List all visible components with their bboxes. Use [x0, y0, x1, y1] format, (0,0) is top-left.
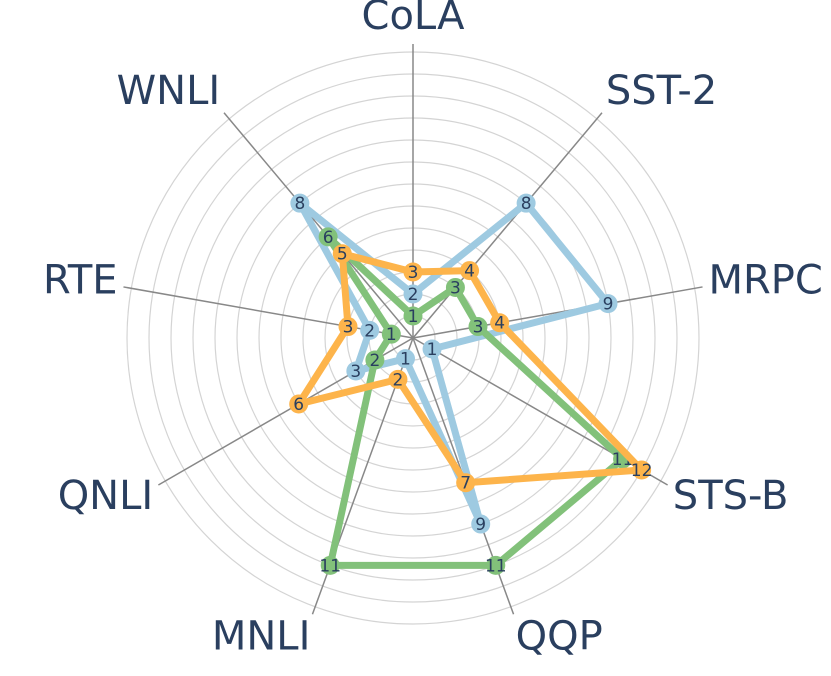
marker [395, 349, 415, 369]
value-label: 9 [475, 515, 486, 535]
value-label: 8 [294, 194, 305, 214]
value-label: 4 [464, 262, 475, 282]
marker [403, 306, 423, 326]
marker [381, 324, 401, 344]
value-label: 2 [364, 321, 375, 341]
axis-label: CoLA [362, 0, 466, 39]
value-label: 5 [337, 245, 348, 265]
marker [471, 514, 491, 534]
value-label: 3 [408, 263, 419, 283]
value-label: 8 [521, 194, 532, 214]
marker [338, 317, 358, 337]
axis-line [412, 112, 603, 339]
marker [422, 339, 442, 359]
value-label: 3 [473, 318, 484, 338]
value-label: 6 [293, 395, 304, 415]
value-label: 1 [386, 325, 397, 345]
axis-label: WNLI [117, 68, 221, 114]
value-label: 2 [393, 370, 404, 390]
value-label: 9 [603, 295, 614, 315]
axis-label: MNLI [212, 614, 311, 660]
axis-label: MRPC [708, 257, 822, 303]
marker [365, 350, 385, 370]
marker [468, 317, 488, 337]
value-label: 12 [631, 461, 653, 481]
marker [290, 193, 310, 213]
marker [360, 320, 380, 340]
value-label: 3 [450, 278, 461, 298]
axis-label: RTE [43, 257, 118, 303]
axis-label: QNLI [58, 473, 154, 519]
marker [445, 277, 465, 297]
marker [598, 294, 618, 314]
value-label: 3 [343, 318, 354, 338]
axis-line [223, 112, 414, 339]
marker [388, 369, 408, 389]
value-label: 1 [408, 307, 419, 327]
value-label: 11 [319, 556, 341, 576]
value-label: 6 [323, 228, 334, 248]
value-label: 1 [400, 350, 411, 370]
marker [456, 473, 476, 493]
marker [289, 394, 309, 414]
marker [346, 361, 366, 381]
marker [460, 261, 480, 281]
value-label: 11 [485, 556, 507, 576]
axis-label: QQP [516, 614, 603, 660]
marker [403, 284, 423, 304]
marker [320, 555, 340, 575]
marker [516, 193, 536, 213]
value-label: 1 [427, 340, 438, 360]
series-line [296, 199, 612, 528]
value-label: 4 [494, 314, 505, 334]
marker [490, 313, 510, 333]
axis-line [412, 286, 703, 339]
value-label: 3 [350, 362, 361, 382]
series-line [295, 250, 646, 487]
value-label: 7 [460, 474, 471, 494]
value-label: 2 [408, 285, 419, 305]
marker [632, 460, 652, 480]
axis-label: STS-B [673, 473, 789, 519]
marker [318, 227, 338, 247]
marker [332, 244, 352, 264]
series-line [324, 233, 627, 569]
marker [486, 555, 506, 575]
value-label: 2 [369, 351, 380, 371]
axis-label: SST-2 [606, 68, 717, 114]
marker [403, 262, 423, 282]
